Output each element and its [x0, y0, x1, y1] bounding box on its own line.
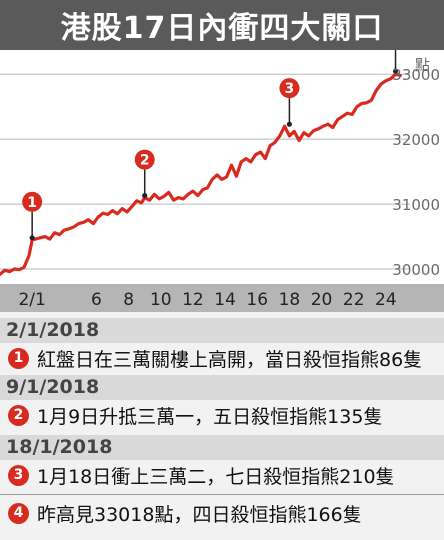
x-tick-label: 12	[182, 290, 204, 310]
event-marker-label: 3	[285, 81, 295, 97]
note-badge-1: 1	[8, 347, 29, 369]
y-tick-label: 30000	[392, 261, 440, 279]
event-marker-label: 2	[140, 153, 150, 169]
note-badge-3: 3	[8, 464, 29, 486]
note-text-2: 1月9日升抵三萬一，五日殺恒指熊135隻	[37, 405, 383, 428]
x-tick-label: 16	[246, 290, 268, 310]
note-row-2: 2 1月9日升抵三萬一，五日殺恒指熊135隻	[0, 402, 444, 428]
event-markers: 1234	[22, 25, 406, 241]
event-marker-1: 1	[22, 191, 43, 241]
x-tick-label: 22	[343, 290, 365, 310]
event-notes: 2/1/2018 1 紅盤日在三萬關樓上高開，當日殺恒指熊86隻 9/1/201…	[0, 312, 444, 540]
event-marker-3: 3	[279, 78, 300, 127]
x-axis-band	[0, 284, 444, 312]
x-tick-label: 20	[311, 290, 333, 310]
series-line	[0, 72, 402, 276]
note-badge-2: 2	[8, 404, 29, 426]
note-divider	[0, 494, 444, 495]
note-row-4: 4 昨高見33018點，四日殺恒指熊166隻	[0, 500, 444, 526]
note-date-2: 9/1/2018	[0, 375, 444, 400]
y-tick-label: 32000	[392, 131, 440, 149]
note-text-4: 昨高見33018點，四日殺恒指熊166隻	[37, 503, 362, 526]
x-tick-label: 2/1	[18, 290, 45, 310]
note-date-1: 2/1/2018	[0, 318, 444, 343]
chart-header: 港股17日內衝四大關口	[0, 0, 444, 50]
y-tick-labels: 30000 31000 32000 33000	[392, 66, 440, 279]
x-tick-labels: 2/1 6 8 10 12 14 16 18 20 22 24	[18, 290, 396, 310]
y-tick-label: 33000	[392, 66, 440, 84]
note-date-3: 18/1/2018	[0, 435, 444, 460]
hsi-index-line	[0, 72, 402, 276]
event-marker-label: 1	[27, 195, 37, 211]
chart-title: 港股17日內衝四大關口	[60, 11, 384, 46]
note-row-1: 1 紅盤日在三萬關樓上高開，當日殺恒指熊86隻	[0, 345, 444, 371]
x-tick-label: 8	[123, 290, 134, 310]
x-tick-label: 10	[150, 290, 172, 310]
note-badge-4: 4	[8, 502, 29, 524]
y-axis-unit: 點	[415, 56, 430, 74]
note-text-1: 紅盤日在三萬關樓上高開，當日殺恒指熊86隻	[37, 348, 423, 371]
note-row-3: 3 1月18日衝上三萬二，七日殺恒指熊210隻	[0, 462, 444, 488]
x-tick-label: 18	[279, 290, 301, 310]
x-tick-label: 6	[91, 290, 102, 310]
x-tick-label: 24	[375, 290, 397, 310]
note-text-3: 1月18日衝上三萬二，七日殺恒指熊210隻	[37, 465, 395, 488]
gridlines	[0, 73, 410, 270]
event-marker-2: 2	[134, 149, 155, 199]
x-tick-label: 14	[214, 290, 236, 310]
y-tick-label: 31000	[392, 196, 440, 214]
